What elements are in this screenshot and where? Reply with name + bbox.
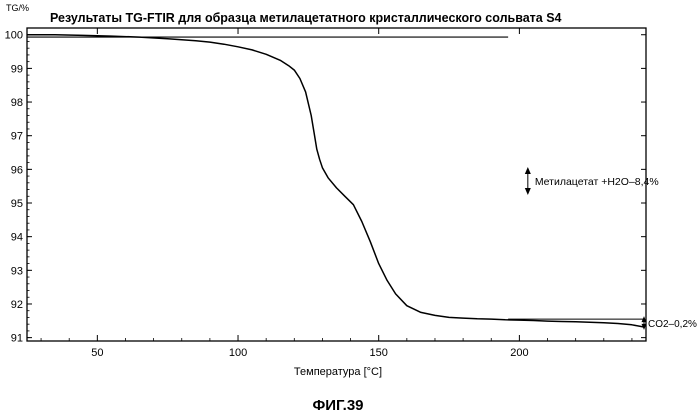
y-tick-label: 94 <box>11 232 23 244</box>
figure-caption: ФИГ.39 <box>312 397 363 414</box>
annotation-arrow-up <box>525 167 531 174</box>
annotations-layer: Метилацетат +H2O–8,4% CO2–0,2% <box>525 167 697 330</box>
y-tick-label: 97 <box>11 131 23 143</box>
y-tick-label: 98 <box>11 97 23 109</box>
annotation-label: Метилацетат +H2O–8,4% <box>535 176 659 188</box>
y-axis-label: TG/% <box>6 3 29 13</box>
y-tick-label: 93 <box>11 265 23 277</box>
y-tick-label: 99 <box>11 63 23 75</box>
x-tick-label: 100 <box>229 347 247 359</box>
y-tick-label: 92 <box>11 299 23 311</box>
y-tick-label: 100 <box>5 30 23 42</box>
y-tick-label: 95 <box>11 198 23 210</box>
ticks-layer: 91 92 93 94 95 96 97 98 99 100 50 100 150 200 <box>5 28 646 359</box>
y-tick-label: 96 <box>11 164 23 176</box>
x-tick-label: 150 <box>370 347 388 359</box>
x-tick-label: 50 <box>91 347 103 359</box>
x-tick-label: 200 <box>510 347 528 359</box>
y-tick-label: 91 <box>11 333 23 345</box>
chart-title: Результаты TG-FTIR для образца метилацет… <box>50 11 562 25</box>
x-axis-label: Температура [°C] <box>294 366 382 378</box>
annotation-label: CO2–0,2% <box>648 319 697 330</box>
annotation-arrow-down <box>525 188 531 195</box>
